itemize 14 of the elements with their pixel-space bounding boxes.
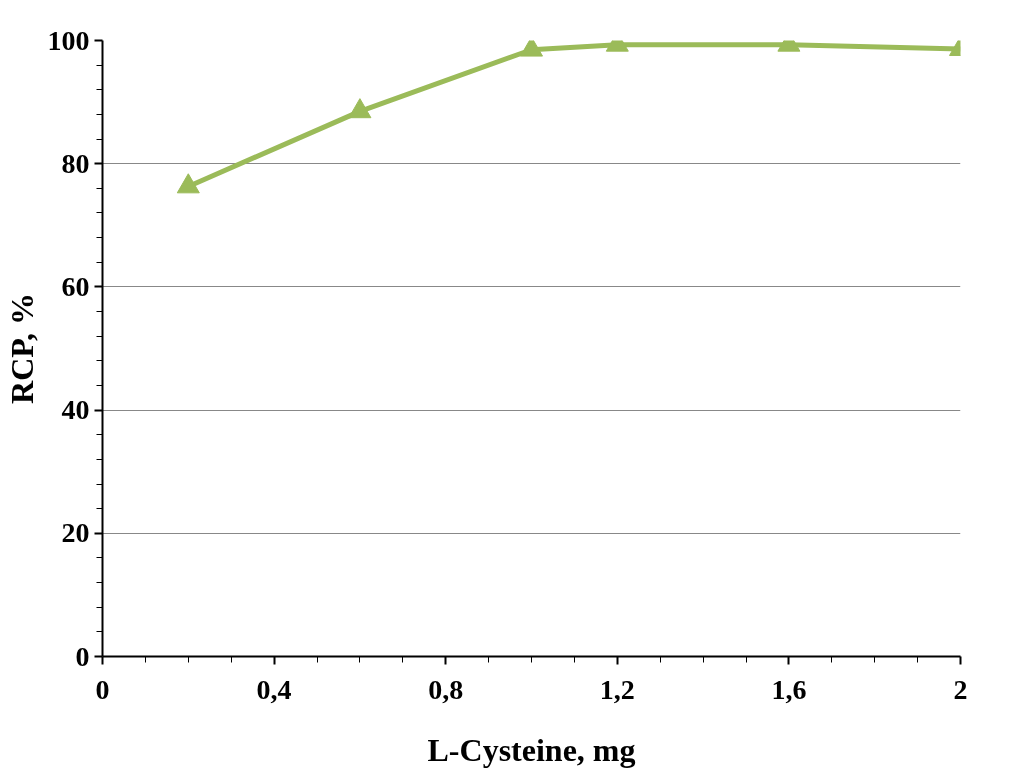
x-axis-title: L-Cysteine, mg <box>427 731 636 768</box>
y-tick-label: 80 <box>61 147 90 179</box>
x-tick-label: 1,2 <box>599 673 635 705</box>
x-tick-label: 1,6 <box>771 673 807 705</box>
x-tick-label: 0,8 <box>428 673 464 705</box>
y-tick-label: 40 <box>61 394 90 426</box>
x-tick-label: 0 <box>95 673 110 705</box>
y-tick-label: 100 <box>47 24 90 56</box>
y-tick-label: 60 <box>61 270 90 302</box>
y-tick-label: 0 <box>75 640 90 672</box>
x-tick-label: 2 <box>953 673 968 705</box>
x-tick-label: 0,4 <box>256 673 292 705</box>
y-axis-title: RCP, % <box>3 293 40 404</box>
y-tick-label: 20 <box>61 517 90 549</box>
